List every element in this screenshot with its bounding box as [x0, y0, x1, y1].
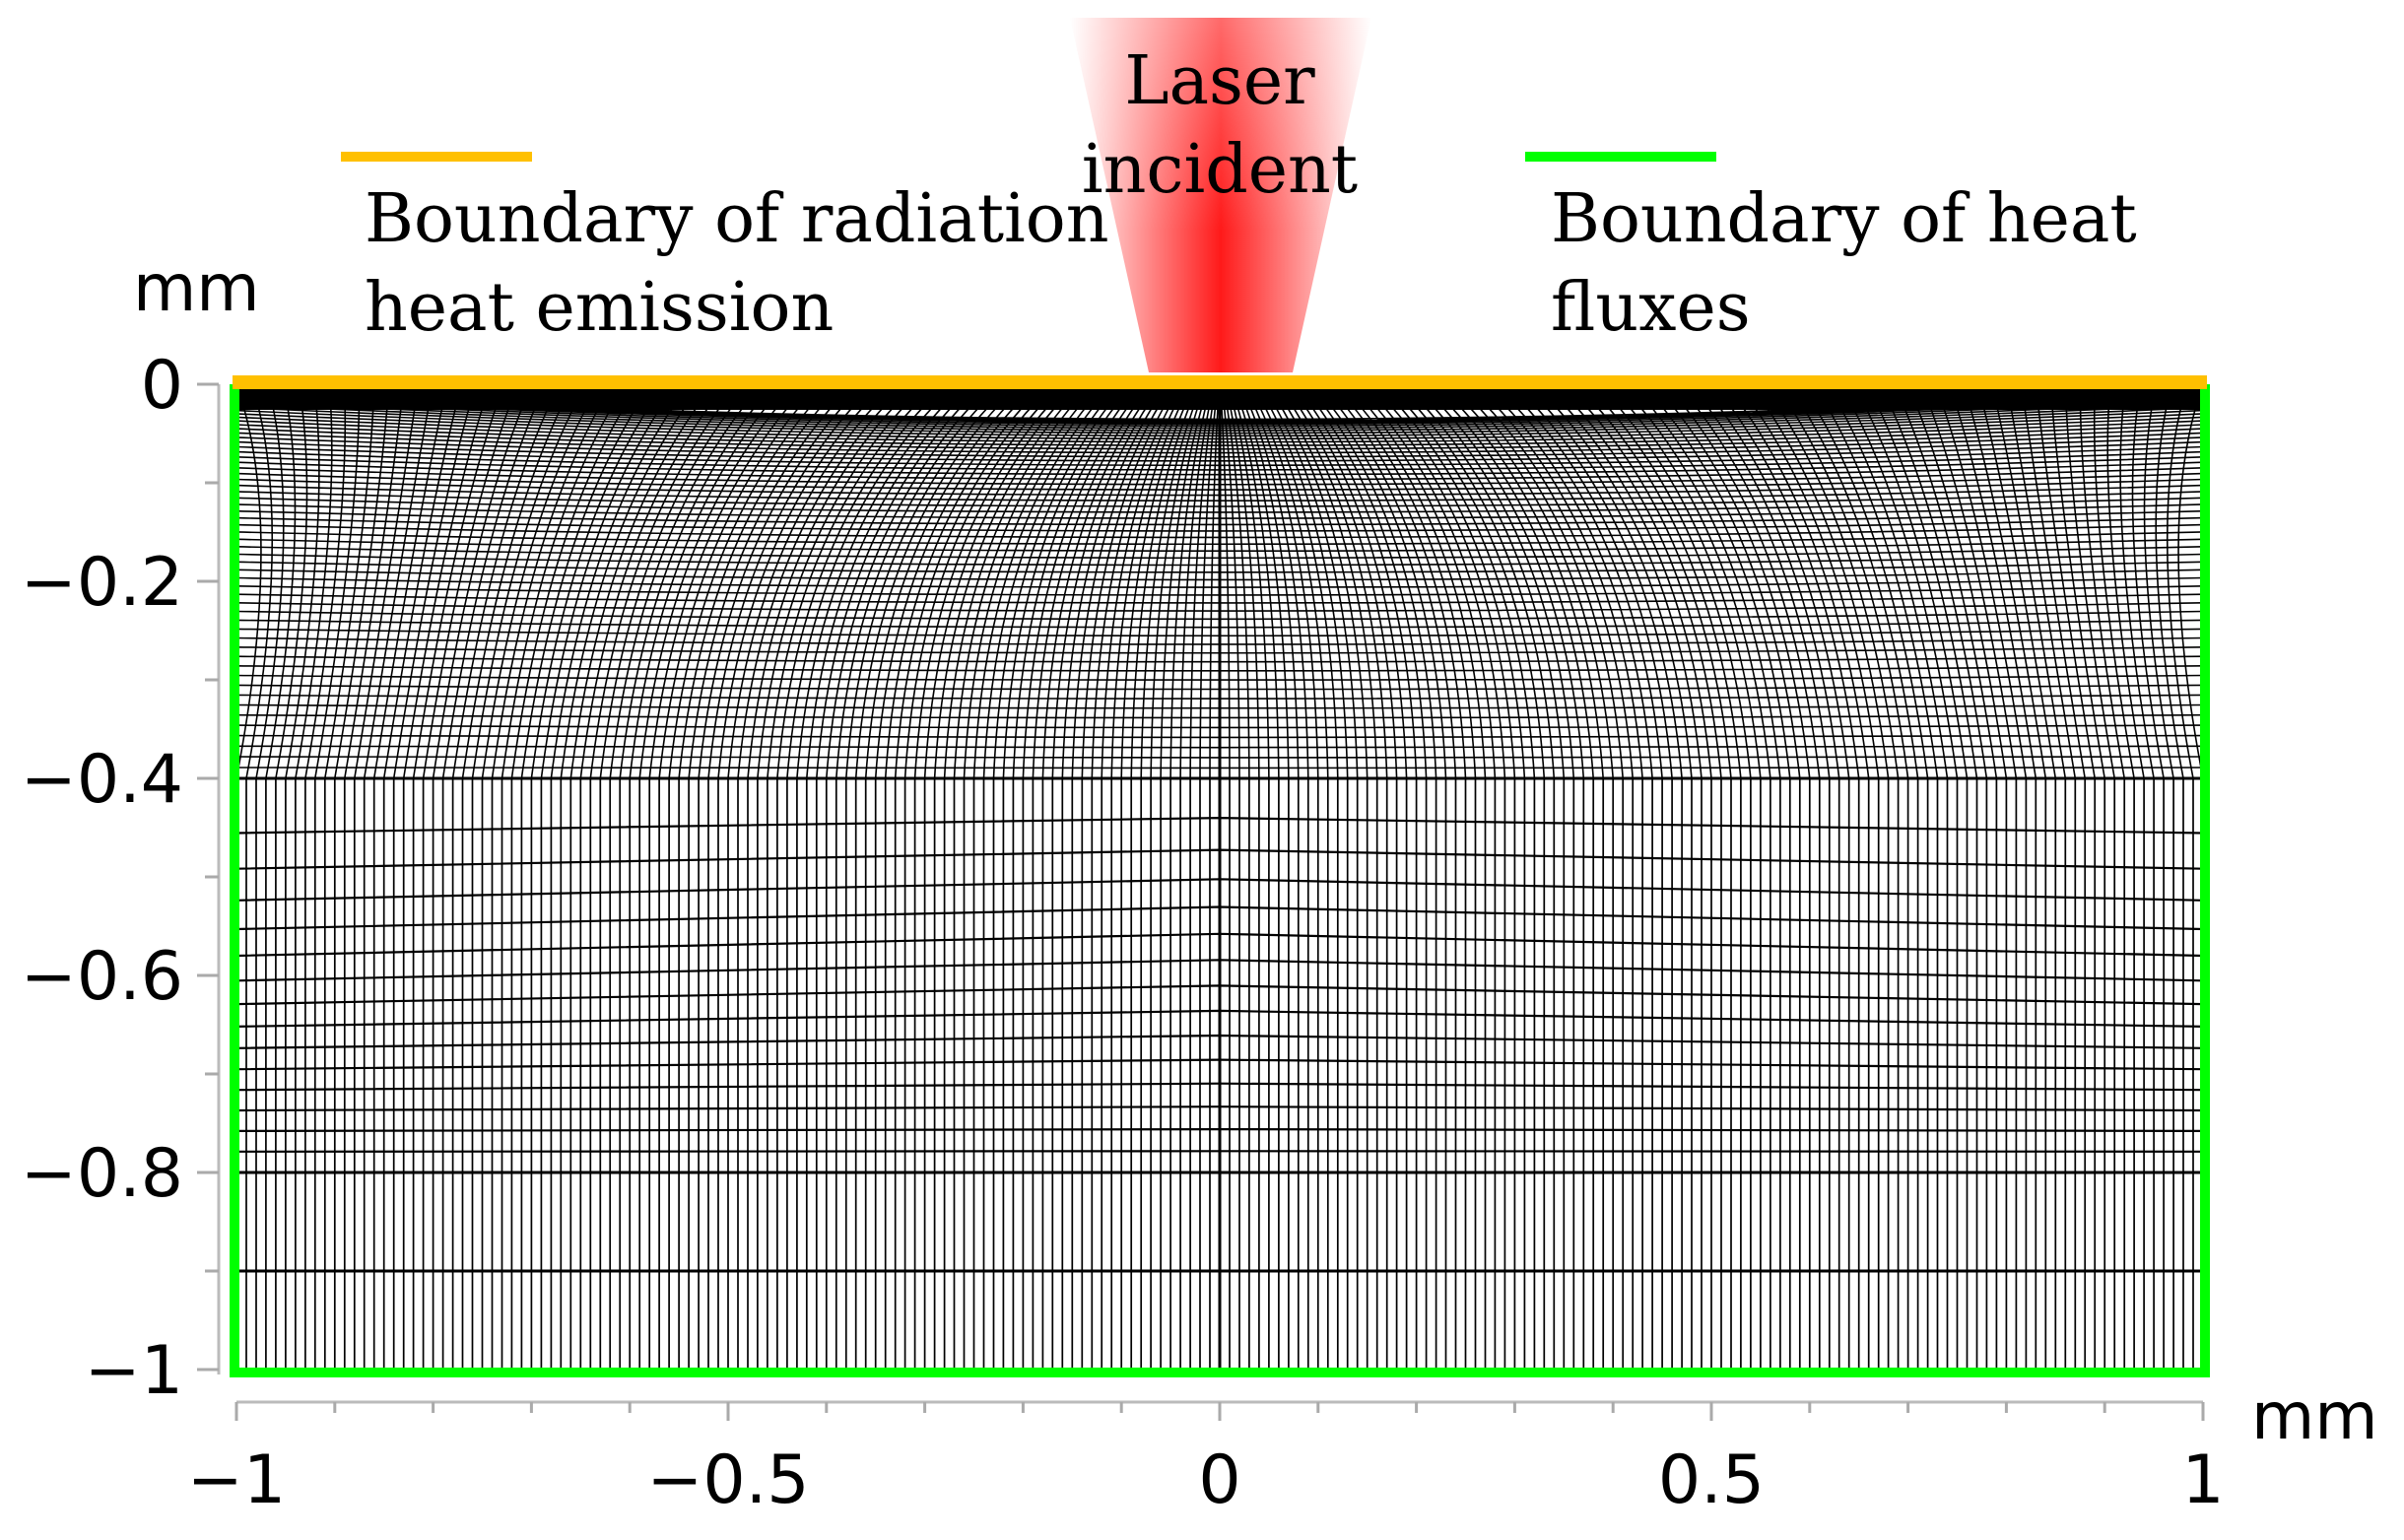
y-tick-label: −0.2 [21, 544, 183, 622]
y-tick-label: −0.4 [21, 741, 183, 819]
legend-heat-flux-line1: Boundary of heat [1551, 180, 2137, 258]
x-axis-unit: mm [2251, 1378, 2378, 1454]
y-axis-unit: mm [133, 250, 260, 326]
y-tick-label: −0.8 [21, 1135, 183, 1213]
legend-radiation-line2: heat emission [365, 269, 834, 347]
y-tick-label: −0.6 [21, 938, 183, 1016]
y-tick-label: 0 [141, 347, 183, 425]
legend-radiation-line1: Boundary of radiation [365, 180, 1109, 258]
x-tick-label: −1 [187, 1441, 286, 1519]
x-tick-label: 0 [1198, 1441, 1240, 1519]
laser-label-line1: Laser [1124, 42, 1315, 120]
y-tick-label: −1 [85, 1332, 183, 1410]
legend: Boundary of radiation heat emission Boun… [341, 42, 2137, 347]
axes: 0 −0.2 −0.4 −0.6 −0.8 −1 −1 −0.5 0 0.5 1 [21, 347, 2225, 1519]
boundaries [230, 375, 2210, 1377]
coarse-mesh-region [235, 384, 2204, 1372]
laser-label-line2: incident [1082, 131, 1358, 209]
x-tick-label: 0.5 [1658, 1441, 1765, 1519]
laser-cone-highlight [1070, 18, 1371, 372]
x-tick-label: −0.5 [646, 1441, 809, 1519]
legend-heat-flux-line2: fluxes [1551, 269, 1751, 347]
laser-beam [1070, 18, 1371, 372]
x-tick-label: 1 [2181, 1441, 2224, 1519]
y-ticks: 0 −0.2 −0.4 −0.6 −0.8 −1 [21, 347, 219, 1410]
heat-flux-boundary [230, 384, 2210, 1377]
x-ticks: −1 −0.5 0 0.5 1 [187, 1402, 2225, 1519]
